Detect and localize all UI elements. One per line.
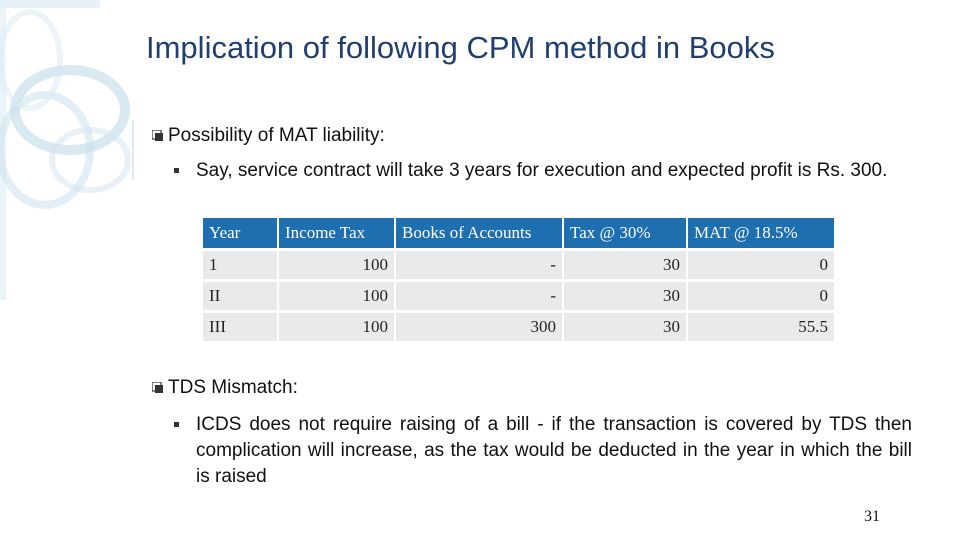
bullet-text: Say, service contract will take 3 years …: [196, 160, 888, 181]
decorative-rings: [0, 0, 134, 300]
bullet-point-icds: ICDS does not require raising of a bill …: [174, 412, 912, 490]
table-row: 1 100 - 30 0: [203, 248, 836, 279]
table-header-row: Year Income Tax Books of Accounts Tax @ …: [203, 218, 836, 248]
table-cell: 100: [279, 248, 396, 279]
table-cell: 0: [688, 248, 836, 279]
table-cell: -: [396, 248, 564, 279]
table-cell: 100: [279, 310, 396, 341]
page-number: 31: [864, 508, 880, 525]
section-heading-mat: Possibility of MAT liability:: [152, 125, 385, 147]
column-header: MAT @ 18.5%: [688, 218, 836, 248]
bullet-point-service-contract: Say, service contract will take 3 years …: [174, 158, 918, 184]
table-row: II 100 - 30 0: [203, 279, 836, 310]
column-header: Tax @ 30%: [564, 218, 688, 248]
table-cell: 300: [396, 310, 564, 341]
column-header: Year: [203, 218, 279, 248]
checkbox-bullet-icon: [152, 130, 163, 141]
table-cell: III: [203, 310, 279, 341]
table-cell: 55.5: [688, 310, 836, 341]
square-bullet-icon: [174, 168, 179, 173]
table-cell: 0: [688, 279, 836, 310]
section-heading-text: TDS Mismatch:: [168, 377, 298, 398]
mat-liability-table: Year Income Tax Books of Accounts Tax @ …: [203, 218, 836, 341]
table-cell: 100: [279, 279, 396, 310]
section-heading-tds: TDS Mismatch:: [152, 377, 298, 399]
bullet-text: ICDS does not require raising of a bill …: [196, 414, 912, 487]
square-bullet-icon: [174, 422, 179, 427]
table-cell: 30: [564, 279, 688, 310]
table-cell: 30: [564, 310, 688, 341]
table-cell: -: [396, 279, 564, 310]
table-cell: 30: [564, 248, 688, 279]
table-cell: II: [203, 279, 279, 310]
column-header: Books of Accounts: [396, 218, 564, 248]
table-row: III 100 300 30 55.5: [203, 310, 836, 341]
slide-title: Implication of following CPM method in B…: [146, 30, 775, 65]
column-header: Income Tax: [279, 218, 396, 248]
table-cell: 1: [203, 248, 279, 279]
checkbox-bullet-icon: [152, 382, 163, 393]
section-heading-text: Possibility of MAT liability:: [168, 125, 385, 146]
